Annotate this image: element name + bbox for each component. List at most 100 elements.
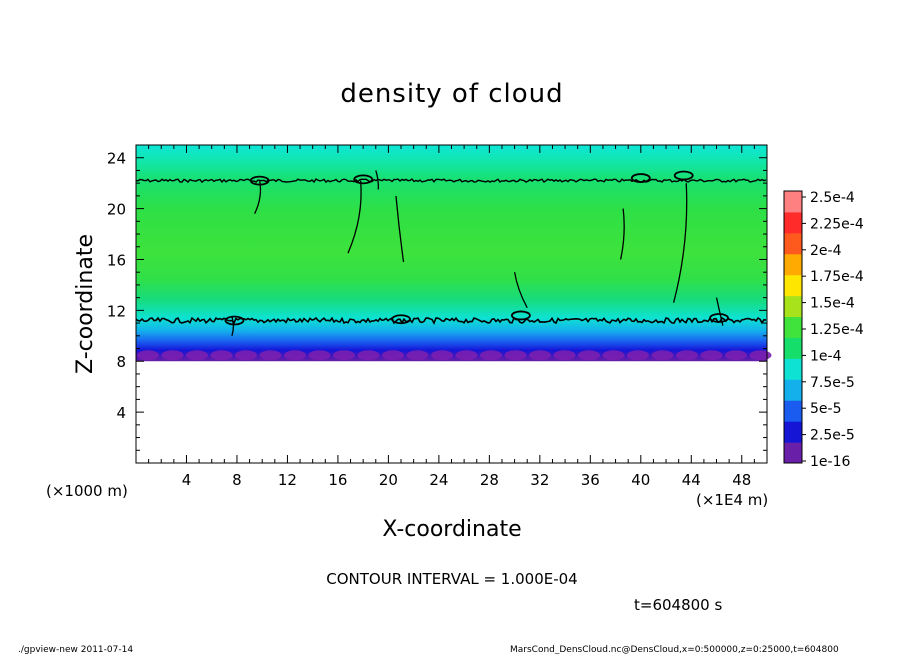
x-axis-label: X-coordinate bbox=[382, 517, 521, 542]
colorbar-label: 2.25e-4 bbox=[810, 216, 864, 232]
colorbar-swatch bbox=[784, 379, 802, 401]
y-unit-note: (×1000 m) bbox=[46, 482, 128, 500]
x-tick-label: 4 bbox=[182, 471, 192, 489]
time-text: t=604800 s bbox=[634, 596, 722, 614]
base-bump bbox=[725, 350, 747, 361]
base-bump bbox=[676, 350, 698, 361]
base-bump bbox=[504, 350, 527, 361]
chart-title: density of cloud bbox=[340, 79, 563, 109]
colorbar-label: 1e-4 bbox=[810, 348, 842, 364]
base-bump bbox=[553, 350, 576, 361]
base-bump bbox=[529, 350, 551, 361]
cloud-density-field bbox=[136, 145, 767, 362]
colorbar-swatch bbox=[784, 316, 802, 338]
base-bump bbox=[749, 350, 772, 361]
base-bump bbox=[406, 350, 429, 361]
y-tick-label: 12 bbox=[107, 302, 126, 320]
colorbar-swatch bbox=[784, 211, 802, 234]
base-bump bbox=[700, 350, 723, 361]
contour-blob bbox=[673, 170, 694, 181]
colorbar-label: 1.25e-4 bbox=[810, 322, 864, 338]
x-tick-label: 44 bbox=[682, 471, 701, 489]
base-bump bbox=[627, 350, 649, 361]
colorbar-swatch bbox=[784, 337, 802, 359]
contour-streak bbox=[672, 183, 688, 303]
x-tick-label: 8 bbox=[232, 471, 242, 489]
colorbar-swatch bbox=[784, 358, 802, 380]
x-tick-label: 40 bbox=[631, 471, 650, 489]
colorbar-label: 1e-16 bbox=[810, 454, 850, 470]
base-bump bbox=[382, 350, 404, 361]
y-axis-label: Z-coordinate bbox=[73, 234, 98, 374]
contour-streak bbox=[231, 316, 235, 336]
base-bump bbox=[357, 350, 380, 361]
colorbar-label: 1.5e-4 bbox=[810, 296, 855, 312]
colorbar-label: 7.5e-5 bbox=[810, 375, 855, 391]
base-bump bbox=[235, 350, 257, 361]
base-bump bbox=[455, 350, 478, 361]
contour-interval-text: CONTOUR INTERVAL = 1.000E-04 bbox=[326, 570, 577, 588]
footer-right: MarsCond_DensCloud.nc@DensCloud,x=0:5000… bbox=[510, 645, 839, 654]
x-unit-note: (×1E4 m) bbox=[696, 491, 768, 509]
x-tick-label: 12 bbox=[278, 471, 297, 489]
base-bump bbox=[333, 350, 355, 361]
y-tick-label: 24 bbox=[107, 150, 126, 168]
base-bump bbox=[284, 350, 306, 361]
colorbar-swatch bbox=[784, 421, 802, 443]
y-tick-label: 16 bbox=[107, 251, 126, 269]
colorbar-label: 5e-5 bbox=[810, 401, 841, 417]
base-bump bbox=[431, 350, 453, 361]
base-bump bbox=[210, 350, 233, 361]
base-bump bbox=[161, 350, 184, 361]
colorbar-swatch bbox=[784, 442, 802, 464]
contour-line-upper bbox=[135, 178, 767, 184]
contour-blob bbox=[224, 315, 245, 326]
contour-streak bbox=[375, 170, 380, 190]
x-tick-label: 32 bbox=[530, 471, 549, 489]
colorbar-label: 2.5e-4 bbox=[810, 190, 855, 206]
base-bump bbox=[259, 350, 282, 361]
y-axis-ticks: 4 8 12 16 20 24 bbox=[107, 150, 767, 451]
contour-blob bbox=[249, 175, 270, 186]
footer-left: ./gpview-new 2011-07-14 bbox=[18, 645, 133, 654]
x-axis-ticks: 4 8 12 16 20 24 28 32 36 40 44 48 bbox=[148, 145, 755, 489]
cloud-base-bumps bbox=[137, 350, 772, 361]
contour-streak bbox=[254, 180, 262, 214]
colorbar-swatch bbox=[784, 253, 802, 276]
colorbar-frame bbox=[783, 190, 803, 464]
x-tick-label: 20 bbox=[379, 471, 398, 489]
colorbar-swatch bbox=[784, 191, 802, 213]
base-bump bbox=[602, 350, 625, 361]
base-bump bbox=[186, 350, 208, 361]
contour-blob bbox=[709, 313, 729, 323]
contour-blob bbox=[353, 174, 374, 185]
contour-streak bbox=[395, 195, 405, 263]
colorbar-swatch bbox=[784, 400, 802, 422]
x-tick-label: 36 bbox=[581, 471, 600, 489]
base-bump bbox=[578, 350, 600, 361]
x-tick-label: 24 bbox=[429, 471, 448, 489]
y-tick-label: 4 bbox=[116, 404, 126, 422]
colorbar-swatch bbox=[784, 232, 802, 255]
contour-blob bbox=[630, 173, 651, 183]
colorbar: 1e-16 2.5e-5 5e-5 7.5e-5 1e-4 1.25e-4 1.5e-4 1.… bbox=[783, 190, 864, 470]
colorbar-swatch bbox=[784, 295, 802, 318]
y-tick-label: 20 bbox=[107, 201, 126, 219]
colorbar-label: 2e-4 bbox=[810, 243, 842, 259]
contour-streak bbox=[619, 208, 625, 260]
contour-streaks bbox=[224, 170, 729, 336]
contour-blob bbox=[391, 314, 411, 325]
base-bump bbox=[308, 350, 331, 361]
y-tick-label: 8 bbox=[116, 353, 126, 371]
base-bump bbox=[480, 350, 502, 361]
x-tick-label: 48 bbox=[732, 471, 751, 489]
x-tick-label: 16 bbox=[328, 471, 347, 489]
base-bump bbox=[137, 350, 159, 361]
contour-blob bbox=[511, 310, 531, 321]
contour-streak bbox=[513, 272, 528, 309]
colorbar-label: 2.5e-5 bbox=[810, 428, 855, 444]
colorbar-label: 1.75e-4 bbox=[810, 269, 864, 285]
base-bump bbox=[651, 350, 674, 361]
